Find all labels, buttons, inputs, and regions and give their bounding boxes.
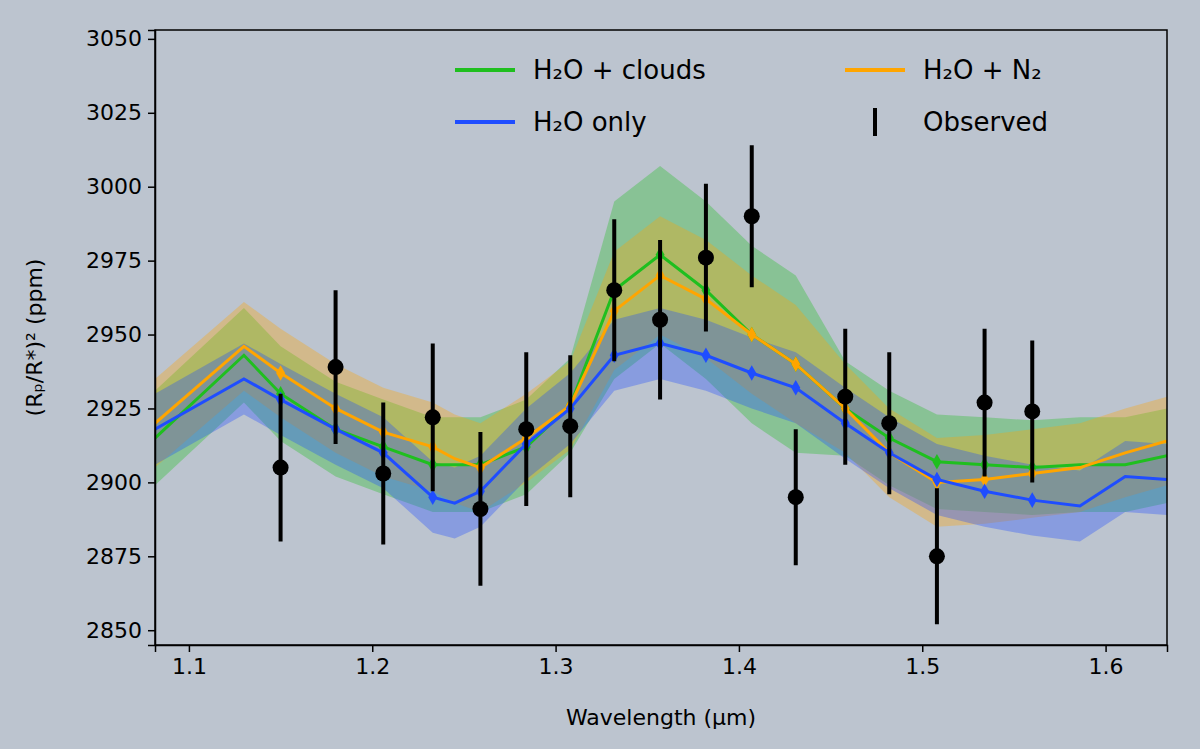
legend-label: H₂O only	[533, 107, 647, 137]
observed-point	[652, 312, 668, 328]
tick-mark	[555, 645, 557, 652]
observed-point	[929, 548, 945, 564]
tick-label: 2875	[86, 544, 142, 569]
binned-marker	[791, 380, 800, 396]
tick: 2950	[86, 322, 155, 347]
tick: 1.5	[905, 645, 940, 679]
observed-point	[698, 250, 714, 266]
binned-marker	[932, 454, 941, 470]
tick: 1.2	[355, 645, 390, 679]
legend-label: H₂O + N₂	[923, 55, 1042, 85]
tick: 1.1	[172, 645, 207, 679]
tick-mark	[148, 113, 155, 115]
tick: 1.6	[1089, 645, 1124, 679]
binned-marker	[747, 327, 756, 343]
legend-swatch	[845, 68, 905, 72]
tick-mark	[1105, 645, 1107, 652]
observed-point	[788, 489, 804, 505]
legend-item: H₂O + N₂	[845, 55, 1042, 85]
tick-label: 1.6	[1089, 654, 1124, 679]
x-axis: 1.1 1.2 1.3 1.4 1.5 1.6	[156, 645, 1168, 679]
observed-point	[375, 466, 391, 482]
plot-area: 1.1 1.2 1.3 1.4 1.5 1.6 2850 2875 2900 2925 2950 29…	[86, 26, 1168, 678]
observed-point	[977, 395, 993, 411]
observed-point	[1024, 403, 1040, 419]
observed-point	[472, 501, 488, 517]
binned-marker	[747, 327, 756, 343]
legend: H₂O + clouds H₂O + N₂ H₂O only Observed	[455, 55, 1048, 137]
tick-label: 3050	[86, 26, 142, 51]
tick-label: 1.4	[722, 654, 757, 679]
tick-mark	[148, 408, 155, 410]
y-axis: 2850 2875 2900 2925 2950 2975 3000 3025 3050	[86, 26, 156, 645]
tick-mark	[922, 645, 924, 652]
observed-point	[425, 409, 441, 425]
binned-marker	[701, 347, 710, 363]
tick-label: 1.2	[355, 654, 390, 679]
tick: 2925	[86, 396, 155, 421]
tick-label: 2850	[86, 618, 142, 643]
legend-item: H₂O only	[455, 107, 647, 137]
tick-label: 2975	[86, 248, 142, 273]
tick-mark	[148, 556, 155, 558]
observed-point	[744, 208, 760, 224]
chart: 1.1 1.2 1.3 1.4 1.5 1.6 2850 2875 2900 2925 2950 29…	[0, 0, 1200, 749]
legend-item: Observed	[875, 107, 1048, 137]
tick-label: 2925	[86, 396, 142, 421]
tick: 2875	[86, 544, 155, 569]
tick: 3025	[86, 100, 155, 125]
background	[0, 0, 1200, 749]
binned-marker	[980, 483, 989, 499]
x-axis-title: Wavelength (μm)	[566, 705, 756, 730]
tick-mark	[148, 186, 155, 188]
legend-swatch	[873, 108, 877, 136]
observed-point	[881, 415, 897, 431]
legend-item: H₂O + clouds	[455, 55, 706, 85]
tick-mark	[148, 39, 155, 41]
plot-frame	[155, 30, 1167, 645]
tick-mark	[739, 645, 741, 652]
tick: 3050	[86, 26, 155, 51]
tick-label: 1.5	[905, 654, 940, 679]
tick: 2975	[86, 248, 155, 273]
tick-label: 2950	[86, 322, 142, 347]
binned-marker	[791, 356, 800, 372]
tick: 2850	[86, 618, 155, 643]
tick-label: 3025	[86, 100, 142, 125]
observed-point	[562, 418, 578, 434]
legend-label: Observed	[923, 107, 1048, 137]
legend-label: H₂O + clouds	[533, 55, 706, 85]
binned-marker	[932, 472, 941, 488]
tick-label: 1.3	[539, 654, 574, 679]
tick: 2900	[86, 470, 155, 495]
tick: 1.3	[539, 645, 574, 679]
y-axis-title: (Rₚ/R*)² (ppm)	[22, 259, 47, 417]
tick: 1.4	[722, 645, 757, 679]
legend-swatch	[455, 120, 515, 124]
binned-marker	[747, 365, 756, 381]
legend-swatch	[455, 68, 515, 72]
tick-mark	[148, 334, 155, 336]
binned-marker	[791, 356, 800, 372]
tick: 3000	[86, 174, 155, 199]
tick-mark	[148, 260, 155, 262]
marks	[155, 145, 1167, 624]
tick-mark	[148, 482, 155, 484]
tick-label: 2900	[86, 470, 142, 495]
binned-marker	[1028, 492, 1037, 508]
tick-mark	[189, 645, 191, 652]
tick-label: 1.1	[172, 654, 207, 679]
axis-line	[148, 31, 156, 646]
observed-point	[606, 282, 622, 298]
axis-line	[156, 646, 1168, 653]
observed-point	[837, 389, 853, 405]
observed-point	[518, 421, 534, 437]
tick-mark	[372, 645, 374, 652]
tick-mark	[148, 630, 155, 632]
tick-label: 3000	[86, 174, 142, 199]
binned-marker	[276, 365, 285, 381]
observed-point	[328, 359, 344, 375]
binned-marker	[428, 489, 437, 505]
observed-point	[273, 460, 289, 476]
